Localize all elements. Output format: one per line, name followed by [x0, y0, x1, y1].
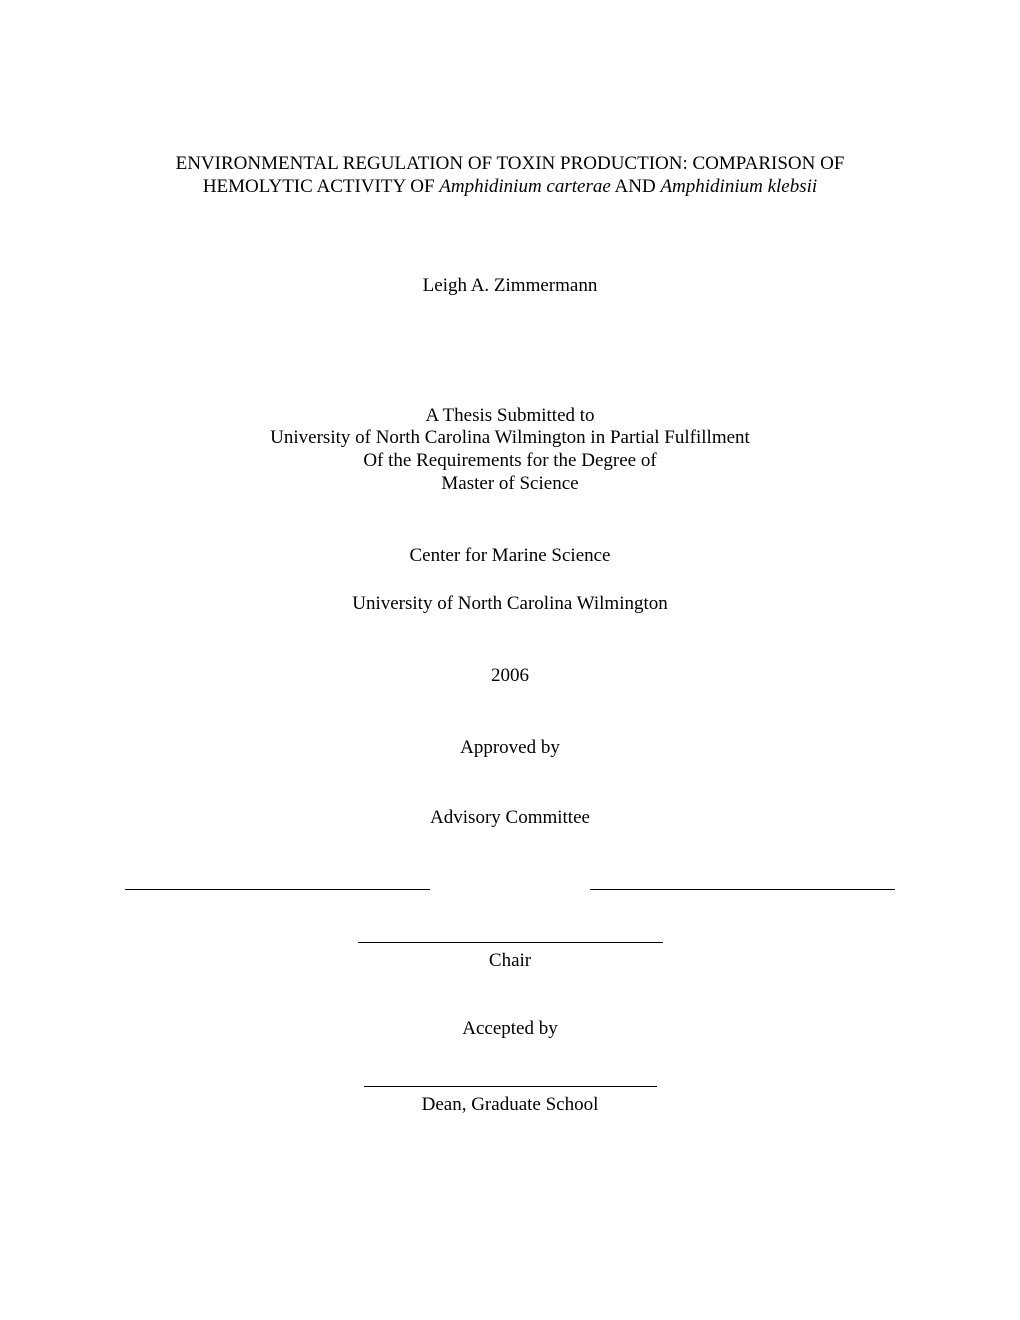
- university-name: University of North Carolina Wilmington: [125, 593, 895, 615]
- title-line-2: HEMOLYTIC ACTIVITY OF Amphidinium carter…: [125, 176, 895, 199]
- thesis-title-page: ENVIRONMENTAL REGULATION OF TOXIN PRODUC…: [0, 0, 1020, 1216]
- committee-signature-row: [125, 867, 895, 890]
- author-name: Leigh A. Zimmermann: [125, 275, 895, 297]
- title-text: AND: [611, 176, 661, 197]
- species-name-2: Amphidinium klebsii: [660, 176, 817, 197]
- chair-signature-block: [125, 920, 895, 949]
- committee-signature-line-right: [590, 867, 895, 890]
- submitted-line-3: Of the Requirements for the Degree of: [125, 450, 895, 473]
- approved-by-label: Approved by: [125, 737, 895, 759]
- chair-label: Chair: [125, 950, 895, 972]
- dean-signature-line: [364, 1064, 657, 1087]
- dean-signature-block: [125, 1064, 895, 1093]
- title-text: HEMOLYTIC ACTIVITY OF: [203, 176, 439, 197]
- submitted-line-2: University of North Carolina Wilmington …: [125, 427, 895, 450]
- species-name-1: Amphidinium carterae: [439, 176, 611, 197]
- chair-signature-line: [358, 920, 663, 943]
- year: 2006: [125, 665, 895, 687]
- submission-statement: A Thesis Submitted to University of Nort…: [125, 405, 895, 496]
- accepted-by-label: Accepted by: [125, 1018, 895, 1040]
- center-name: Center for Marine Science: [125, 545, 895, 567]
- submitted-line-1: A Thesis Submitted to: [125, 405, 895, 428]
- submitted-line-4: Master of Science: [125, 473, 895, 496]
- title-line-1: ENVIRONMENTAL REGULATION OF TOXIN PRODUC…: [125, 153, 895, 176]
- committee-signature-line-left: [125, 867, 430, 890]
- dean-label: Dean, Graduate School: [125, 1094, 895, 1116]
- thesis-title: ENVIRONMENTAL REGULATION OF TOXIN PRODUC…: [125, 153, 895, 199]
- advisory-committee-label: Advisory Committee: [125, 807, 895, 829]
